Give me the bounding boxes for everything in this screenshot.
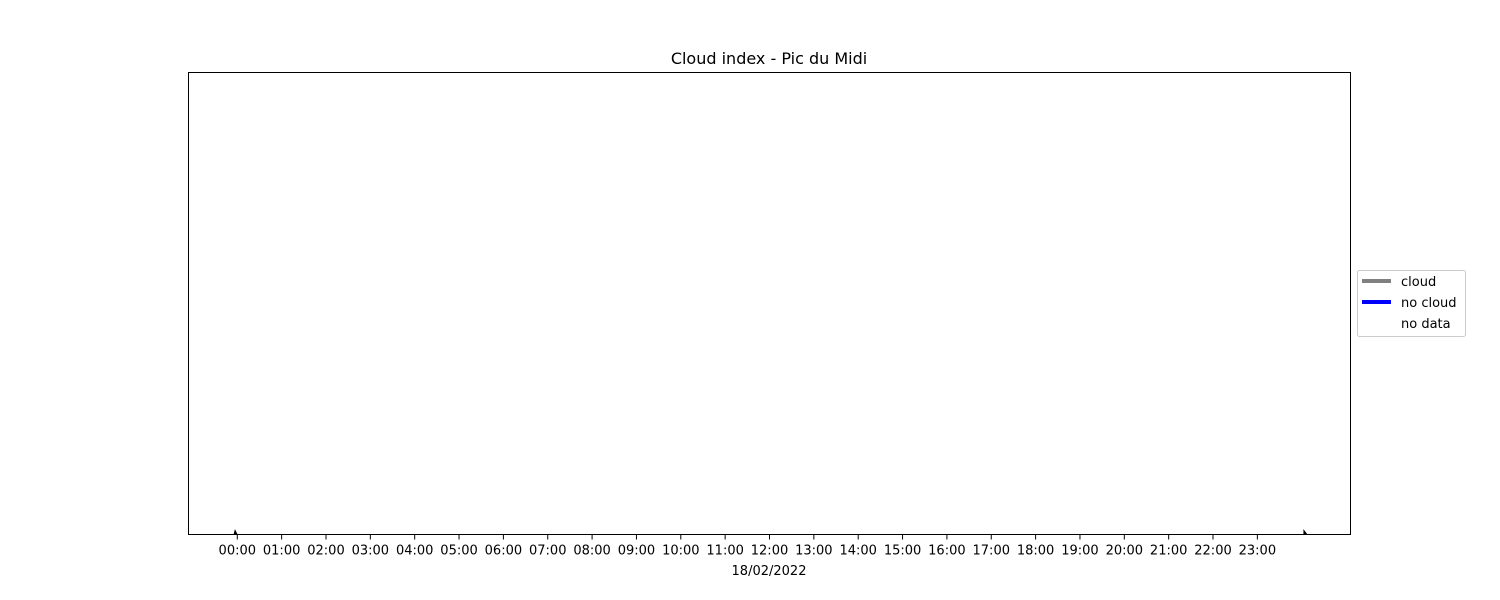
x-tick-label: 06:00 — [485, 544, 522, 559]
x-tick-label: 16:00 — [928, 544, 965, 559]
plot-area — [188, 72, 1351, 535]
x-axis-label: 18/02/2022 — [732, 564, 807, 579]
x-tick-label: 09:00 — [618, 544, 655, 559]
x-tick-label: 03:00 — [352, 544, 389, 559]
x-tick-label: 10:00 — [662, 544, 699, 559]
x-tick-label: 07:00 — [529, 544, 566, 559]
x-tick-label: 02:00 — [307, 544, 344, 559]
x-tick-label: 22:00 — [1194, 544, 1231, 559]
x-tick-label: 18:00 — [1017, 544, 1054, 559]
range-end-marker — [1303, 529, 1308, 535]
x-tick-label: 08:00 — [573, 544, 610, 559]
x-tick-label: 15:00 — [884, 544, 921, 559]
legend: cloud no cloud no data — [1357, 270, 1466, 337]
legend-label: no data — [1401, 317, 1451, 332]
x-tick-label: 11:00 — [706, 544, 743, 559]
x-tick-label: 19:00 — [1061, 544, 1098, 559]
x-tick-label: 20:00 — [1106, 544, 1143, 559]
x-tick-label: 17:00 — [973, 544, 1010, 559]
x-tick-label: 23:00 — [1239, 544, 1276, 559]
x-axis-ticks: 00:00 01:00 02:00 03:00 04:00 05:00 06:00 07:00… — [219, 534, 1276, 559]
x-tick-label: 04:00 — [396, 544, 433, 559]
legend-label: no cloud — [1401, 296, 1457, 311]
legend-label: cloud — [1401, 275, 1436, 290]
x-tick-label: 05:00 — [440, 544, 477, 559]
legend-entries: cloud no cloud no data — [1362, 275, 1457, 332]
x-tick-label: 01:00 — [263, 544, 300, 559]
legend-frame — [1357, 270, 1466, 337]
x-tick-label: 13:00 — [795, 544, 832, 559]
time-range-markers — [233, 529, 1308, 535]
x-tick-label: 00:00 — [219, 544, 256, 559]
chart-title: Cloud index - Pic du Midi — [671, 49, 867, 68]
x-tick-label: 12:00 — [751, 544, 788, 559]
range-end-marker — [233, 529, 238, 535]
x-tick-label: 21:00 — [1150, 544, 1187, 559]
x-tick-label: 14:00 — [839, 544, 876, 559]
